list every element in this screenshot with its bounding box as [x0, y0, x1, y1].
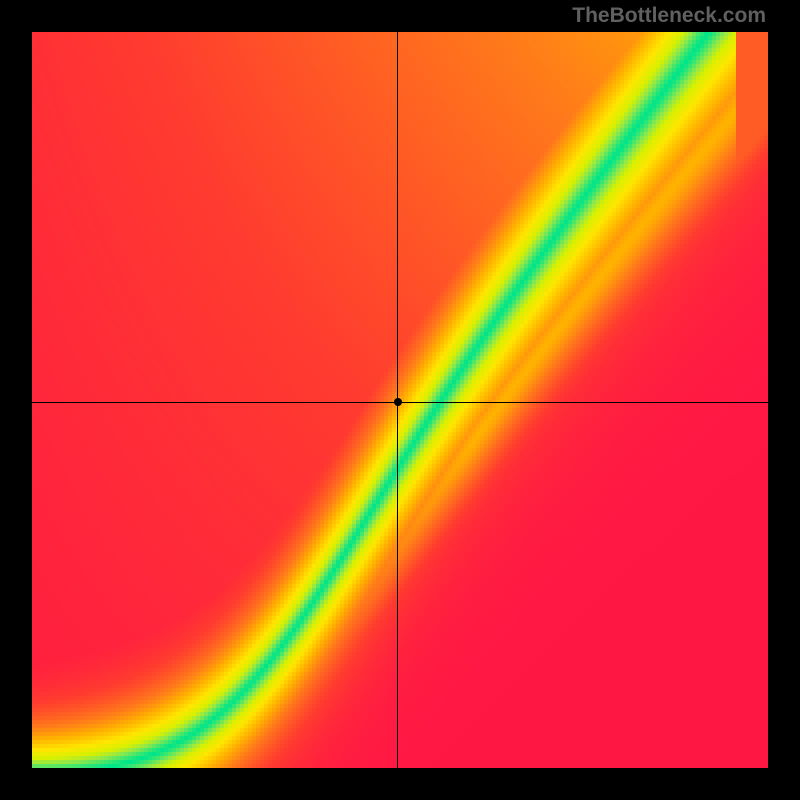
crosshair-center-dot	[394, 398, 402, 406]
watermark-text: TheBottleneck.com	[572, 4, 766, 28]
